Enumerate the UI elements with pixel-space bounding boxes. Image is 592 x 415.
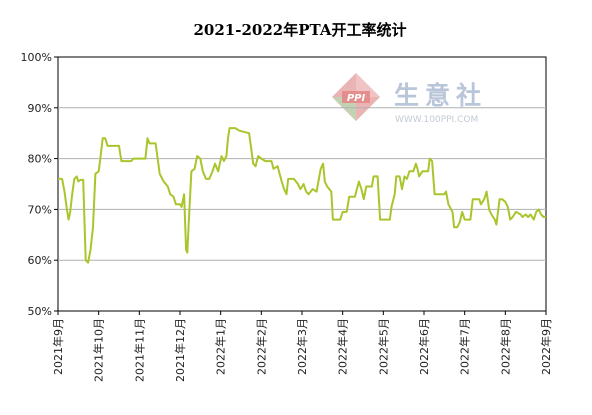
x-tick-label: 2022年1月	[214, 318, 228, 375]
x-tick-label: 2022年8月	[498, 318, 512, 375]
chart-title: 2021-2022年PTA开工率统计	[194, 21, 407, 39]
grid	[58, 107, 546, 261]
x-tick-label: 2021年11月	[132, 318, 146, 382]
x-tick-label: 2022年9月	[539, 318, 553, 375]
y-tick-label: 70%	[28, 203, 52, 216]
y-tick-label: 50%	[28, 305, 52, 318]
ppi-logo: PPI	[332, 73, 380, 121]
x-axis: 2021年9月 2021年10月 2021年11月 2021年12月 2022年1月 20…	[51, 311, 553, 382]
x-tick-label: 2022年3月	[295, 318, 309, 375]
x-tick-label: 2021年9月	[51, 318, 65, 375]
series-line-0	[58, 127, 546, 264]
x-tick-label: 2022年5月	[376, 318, 390, 375]
y-tick-label: 80%	[28, 153, 52, 166]
watermark-url: WWW.100PPI.COM	[395, 115, 478, 125]
x-tick-label: 2021年12月	[173, 318, 187, 382]
y-tick-label: 60%	[28, 254, 52, 267]
series-layer	[58, 127, 546, 264]
y-tick-label: 90%	[28, 102, 52, 115]
x-tick-label: 2021年10月	[92, 318, 106, 382]
y-axis: 50% 60% 70% 80% 90% 100%	[21, 51, 58, 318]
watermark-name: 生意社	[394, 81, 487, 110]
watermark: PPI 生意社 WWW.100PPI.COM	[332, 73, 487, 125]
ppi-logo-text: PPI	[347, 93, 366, 104]
x-tick-label: 2022年2月	[254, 318, 268, 375]
x-tick-label: 2022年4月	[336, 318, 350, 375]
x-tick-label: 2022年6月	[417, 318, 431, 375]
x-tick-label: 2022年7月	[458, 318, 472, 375]
y-tick-label: 100%	[21, 51, 52, 64]
